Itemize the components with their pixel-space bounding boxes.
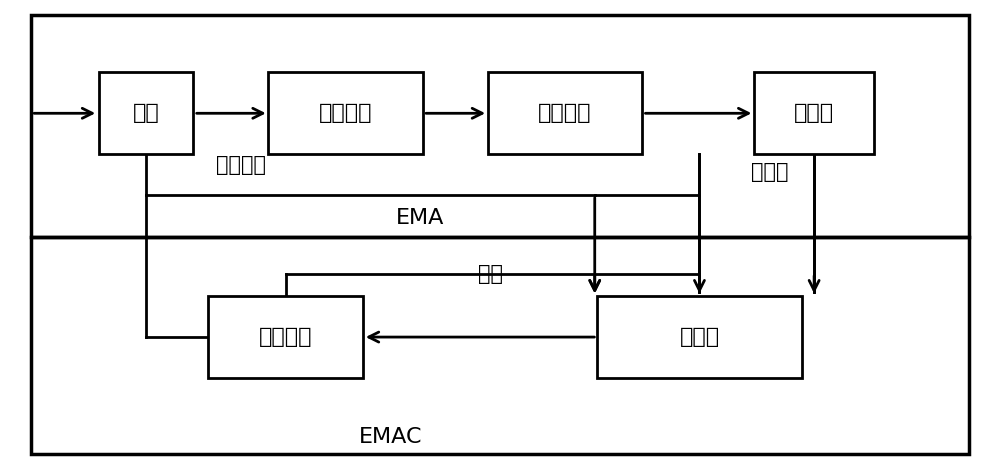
Text: 刹车盘: 刹车盘 — [794, 103, 834, 123]
Text: 电机转速: 电机转速 — [216, 155, 266, 174]
Text: 刹车力: 刹车力 — [750, 161, 788, 182]
Bar — [31, 237, 969, 454]
Bar — [31, 15, 969, 237]
Text: 滚轴丝杠: 滚轴丝杠 — [538, 103, 592, 123]
Bar — [597, 296, 802, 378]
Bar — [268, 73, 423, 154]
Text: 减速齿轮: 减速齿轮 — [319, 103, 372, 123]
Bar — [488, 73, 642, 154]
Text: EMAC: EMAC — [359, 427, 422, 447]
Text: 电机: 电机 — [133, 103, 159, 123]
Bar — [99, 73, 193, 154]
Bar — [754, 73, 874, 154]
Text: 驱动电路: 驱动电路 — [259, 327, 312, 347]
Bar — [208, 296, 363, 378]
Text: 电流: 电流 — [478, 264, 503, 284]
Text: EMA: EMA — [396, 208, 444, 228]
Text: 控制器: 控制器 — [679, 327, 720, 347]
